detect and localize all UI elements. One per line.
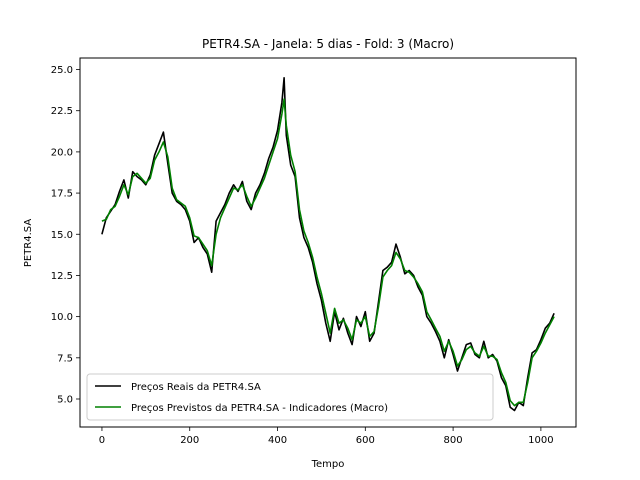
legend: Preços Reais da PETR4.SA Preços Previsto… bbox=[86, 373, 494, 421]
x-tick-label: 1000 bbox=[528, 435, 553, 446]
y-tick-label: 5.0 bbox=[57, 394, 73, 405]
y-tick-label: 12.5 bbox=[51, 271, 73, 282]
plot-area bbox=[101, 77, 555, 412]
y-axis: 5.0 7.5 10.0 12.5 15.0 17.5 20.0 22.5 25.0 bbox=[51, 65, 80, 405]
legend-label-actual: Preços Reais da PETR4.SA bbox=[131, 382, 261, 393]
y-tick-label: 7.5 bbox=[57, 353, 73, 364]
axes-frame bbox=[79, 57, 577, 428]
x-tick-label: 400 bbox=[268, 435, 287, 446]
y-axis-label: PETR4.SA bbox=[23, 219, 34, 267]
x-tick-label: 600 bbox=[356, 435, 375, 446]
x-tick-label: 200 bbox=[180, 435, 199, 446]
legend-label-predicted: Preços Previstos da PETR4.SA - Indicador… bbox=[131, 403, 388, 414]
x-tick-label: 0 bbox=[99, 435, 105, 446]
y-tick-label: 25.0 bbox=[51, 65, 73, 76]
y-tick-label: 10.0 bbox=[51, 312, 73, 323]
x-axis: 0 200 400 600 800 1000 bbox=[99, 427, 554, 446]
chart-title: PETR4.SA - Janela: 5 dias - Fold: 3 (Mac… bbox=[202, 37, 454, 51]
legend-box bbox=[86, 373, 494, 421]
x-axis-label: Tempo bbox=[311, 459, 345, 470]
y-tick-label: 20.0 bbox=[51, 147, 73, 158]
x-tick-label: 800 bbox=[444, 435, 463, 446]
y-tick-label: 17.5 bbox=[51, 189, 73, 200]
series-line-actual bbox=[101, 77, 555, 412]
series-line-predicted bbox=[101, 98, 555, 407]
y-tick-label: 15.0 bbox=[51, 230, 73, 241]
y-tick-label: 22.5 bbox=[51, 106, 73, 117]
